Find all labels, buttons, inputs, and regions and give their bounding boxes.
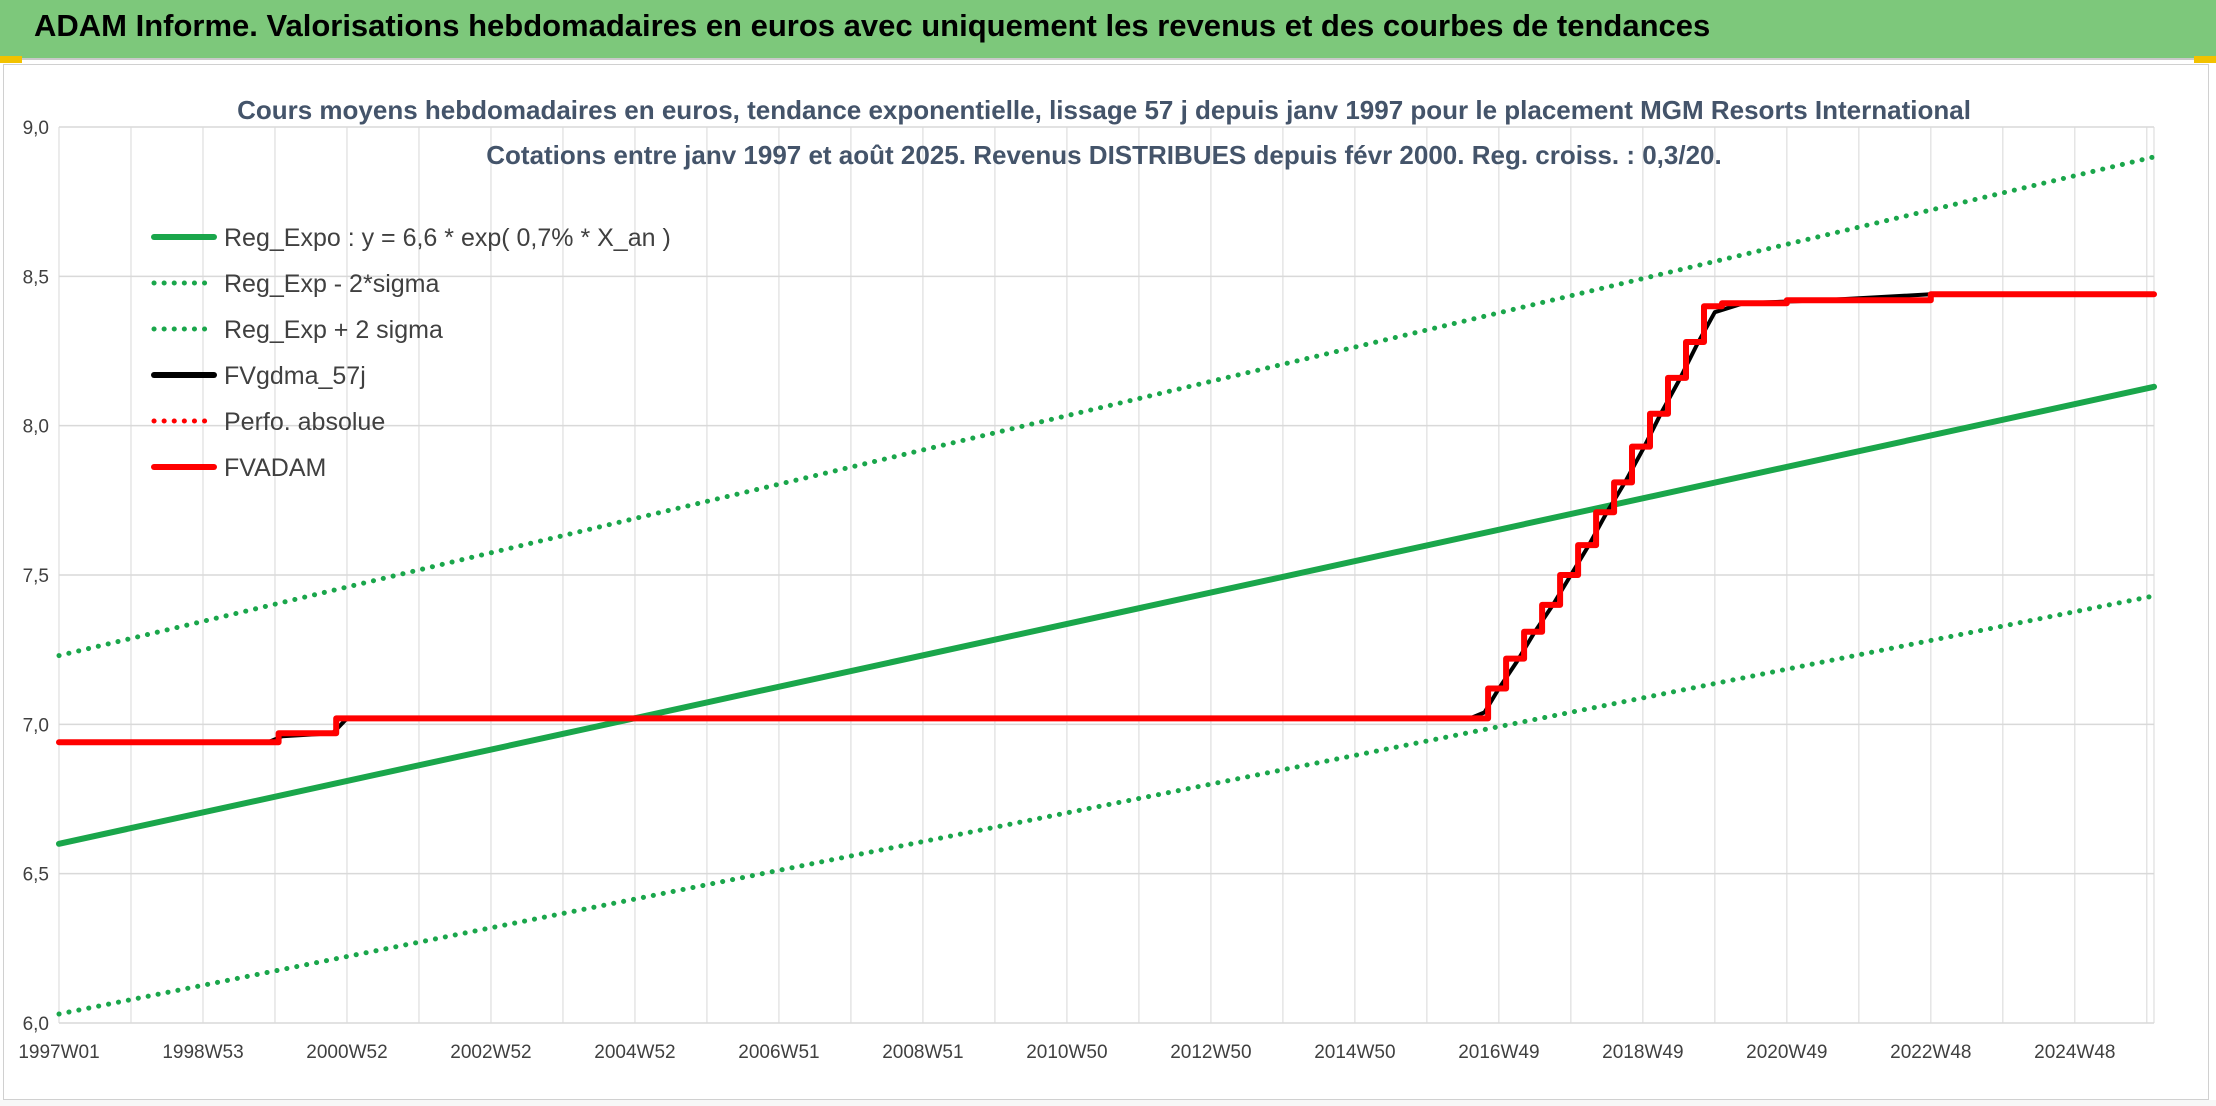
- series-line-1: [56, 593, 2157, 1017]
- x-tick-label: 2022W48: [1890, 1042, 1971, 1063]
- chart-frame: 6,0 6,5 7,0 7,5 8,0 8,5 9,0 1997W01 1998W53 2000W…: [3, 64, 2209, 1100]
- legend-label: Reg_Exp + 2 sigma: [224, 316, 443, 344]
- x-tick-label: 2002W52: [450, 1042, 531, 1063]
- x-tick-label: 2020W49: [1746, 1042, 1827, 1063]
- x-tick-label: 2016W49: [1458, 1042, 1539, 1063]
- y-tick-label: 7,5: [23, 566, 49, 587]
- x-tick-label: 2012W50: [1170, 1042, 1251, 1063]
- valuation-chart: 6,0 6,5 7,0 7,5 8,0 8,5 9,0 1997W01 1998W53 2000W…: [18, 95, 2157, 1063]
- legend-label: Reg_Expo : y = 6,6 * exp( 0,7% * X_an ): [224, 224, 671, 252]
- banner-accent-left: [0, 56, 22, 63]
- y-tick-label: 8,0: [23, 417, 49, 438]
- x-tick-label: 1998W53: [162, 1042, 243, 1063]
- report-title: ADAM Informe. Valorisations hebdomadaire…: [34, 8, 1711, 43]
- y-tick-label: 6,0: [23, 1014, 49, 1035]
- legend-label: Perfo. absolue: [224, 408, 385, 436]
- series-line-3: [57, 292, 2156, 745]
- legend-label: Reg_Exp - 2*sigma: [224, 270, 439, 298]
- series-line-0: [56, 383, 2157, 847]
- x-tick-label: 2000W52: [306, 1042, 387, 1063]
- x-tick-label: 2010W50: [1026, 1042, 1107, 1063]
- legend-label: FVgdma_57j: [224, 362, 366, 390]
- legend-label: FVADAM: [224, 454, 326, 482]
- series-line-5: [56, 291, 2157, 746]
- chart-title: Cours moyens hebdomadaires en euros, ten…: [237, 95, 1971, 125]
- chart-subtitle: Cotations entre janv 1997 et août 2025. …: [486, 140, 1721, 170]
- x-tick-label: 2008W51: [882, 1042, 963, 1063]
- bottom-strip: [0, 1100, 2216, 1106]
- banner-accent-right: [2194, 56, 2216, 63]
- x-tick-label: 1997W01: [18, 1042, 99, 1063]
- x-tick-label: 2024W48: [2034, 1042, 2115, 1063]
- x-tick-label: 2018W49: [1602, 1042, 1683, 1063]
- x-tick-label: 2014W50: [1314, 1042, 1395, 1063]
- y-tick-label: 6,5: [23, 865, 49, 886]
- x-tick-label: 2004W52: [594, 1042, 675, 1063]
- x-tick-label: 2006W51: [738, 1042, 819, 1063]
- y-tick-label: 9,0: [23, 118, 49, 139]
- report-banner: ADAM Informe. Valorisations hebdomadaire…: [0, 0, 2216, 60]
- y-tick-label: 8,5: [23, 267, 49, 288]
- y-tick-label: 7,0: [23, 715, 49, 736]
